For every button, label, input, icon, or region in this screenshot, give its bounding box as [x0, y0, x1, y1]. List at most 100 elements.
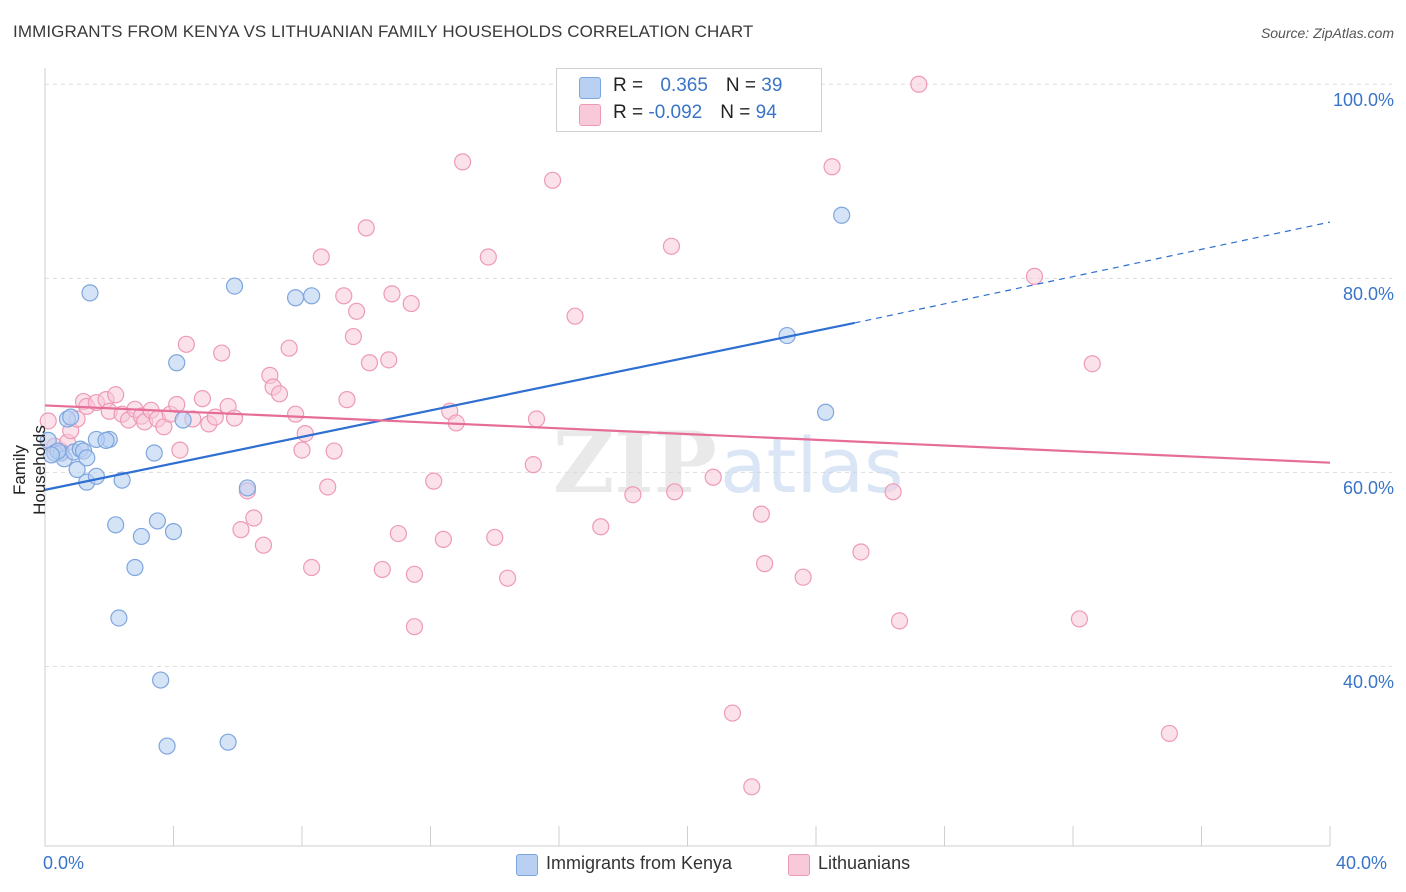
- lithuanians-point: [425, 472, 443, 490]
- lithuanians-point: [254, 536, 273, 554]
- kenya-point: [303, 287, 321, 305]
- lithuanians-legend-label: Lithuanians: [818, 853, 911, 873]
- kenya-point: [145, 444, 163, 462]
- legend-text-kenya: R = 0.365 N = 39: [613, 75, 783, 96]
- lithuanians-point: [405, 565, 424, 583]
- lithuanians-point: [171, 441, 189, 459]
- lithuanians-point: [823, 158, 841, 176]
- grid-lines: [45, 83, 1392, 667]
- lithuanians-point: [884, 483, 902, 501]
- kenya-point: [126, 558, 144, 577]
- kenya-point: [833, 206, 851, 224]
- kenya-point: [152, 671, 170, 689]
- lithuanians-point: [486, 528, 504, 547]
- lithuanians-point: [524, 456, 542, 474]
- x-tick-label-max: 40.0%: [1336, 853, 1388, 873]
- trend-lines: [44, 221, 1331, 491]
- lithuanians-point: [402, 294, 420, 313]
- lithuanians-point: [1083, 355, 1101, 373]
- lithuanians-point: [1025, 267, 1044, 285]
- lithuanians-point: [286, 405, 305, 423]
- lithuanians-swatch: [579, 104, 601, 126]
- lithuanians-point: [335, 287, 353, 305]
- kenya-point: [62, 408, 80, 426]
- lithuanians-point: [270, 385, 289, 403]
- lithuanians-point: [245, 509, 263, 527]
- lithuanians-point: [890, 612, 909, 630]
- lithuanians-point: [389, 524, 407, 543]
- kenya-legend-label: Immigrants from Kenya: [546, 853, 733, 873]
- lithuanians-point: [566, 307, 584, 325]
- y-tick-label: 60.0%: [1342, 478, 1394, 499]
- kenya-point: [113, 471, 131, 489]
- lithuanians-point: [348, 302, 366, 320]
- x-tick-label-min: 0.0%: [43, 853, 85, 873]
- kenya-legend-swatch: [516, 854, 538, 876]
- lithuanians-point: [380, 351, 398, 369]
- kenya-point: [238, 479, 256, 497]
- kenya-point: [158, 737, 176, 755]
- kenya-point: [81, 284, 99, 302]
- lithuanians-point: [543, 171, 562, 189]
- lithuanians-point: [325, 442, 343, 460]
- lithuanians-point: [723, 704, 742, 722]
- lithuanians-point: [344, 327, 362, 346]
- lithuanians-point: [624, 486, 642, 504]
- kenya-point: [87, 467, 106, 485]
- y-axis-title: Family Households: [10, 425, 49, 515]
- kenya-point: [132, 527, 150, 546]
- kenya-point: [97, 431, 115, 449]
- lithuanians-point: [527, 410, 546, 428]
- lithuanians-point: [107, 386, 125, 404]
- lithuanians-point: [225, 409, 244, 427]
- lithuanians-point: [434, 530, 452, 548]
- y-tick-label: 40.0%: [1342, 672, 1394, 693]
- lithuanians-point: [193, 390, 212, 408]
- lithuanians-point: [454, 153, 472, 171]
- lithuanians-point: [743, 778, 761, 796]
- lithuanians-point: [852, 543, 870, 561]
- stats-legend: R = 0.365 N = 39 R = -0.092 N = 94: [556, 68, 822, 132]
- kenya-point: [110, 609, 128, 627]
- lithuanians-point: [499, 569, 517, 587]
- lithuanians-point: [338, 391, 356, 409]
- lithuanians-point: [39, 412, 57, 430]
- lithuanians-point: [357, 219, 375, 237]
- lithuanians-point: [168, 395, 186, 414]
- lithuanians-point: [383, 285, 401, 303]
- lithuanians-point: [177, 335, 195, 353]
- lithuanians-point: [213, 344, 231, 362]
- kenya-point: [107, 516, 125, 534]
- lithuanians-point: [755, 555, 774, 573]
- lithuanians-point: [280, 339, 298, 357]
- lithuanians-point: [319, 478, 337, 496]
- legend-text-lithuanians: R = -0.092 N = 94: [613, 102, 777, 123]
- lithuanians-point: [794, 568, 812, 586]
- kenya-trend-line: [44, 321, 855, 491]
- kenya-point: [174, 411, 192, 429]
- lithuanians-point: [910, 75, 928, 93]
- lithuanians-point: [296, 424, 314, 443]
- y-tick-label: 100.0%: [1332, 90, 1394, 111]
- lithuanians-point: [373, 560, 391, 579]
- lithuanians-point: [479, 248, 497, 266]
- lithuanians-point: [704, 468, 722, 486]
- lithuanians-point: [293, 441, 311, 459]
- kenya-swatch: [579, 77, 601, 99]
- lithuanians-point: [303, 558, 321, 577]
- lithuanians-point: [662, 237, 681, 255]
- kenya-point: [78, 449, 96, 467]
- lithuanians-point: [232, 521, 250, 539]
- lithuanians-point: [592, 518, 610, 536]
- lithuanians-legend-swatch: [788, 854, 810, 876]
- kenya-points: [39, 206, 851, 755]
- lithuanians-trend-line: [44, 404, 1331, 464]
- lithuanians-point: [1070, 610, 1089, 628]
- kenya-trend-extension: [854, 221, 1331, 324]
- y-tick-label: 80.0%: [1342, 284, 1394, 305]
- kenya-point: [817, 403, 835, 421]
- lithuanians-point: [1160, 724, 1178, 743]
- lithuanians-point: [405, 618, 424, 636]
- kenya-point: [168, 354, 186, 372]
- lithuanians-point: [312, 248, 330, 266]
